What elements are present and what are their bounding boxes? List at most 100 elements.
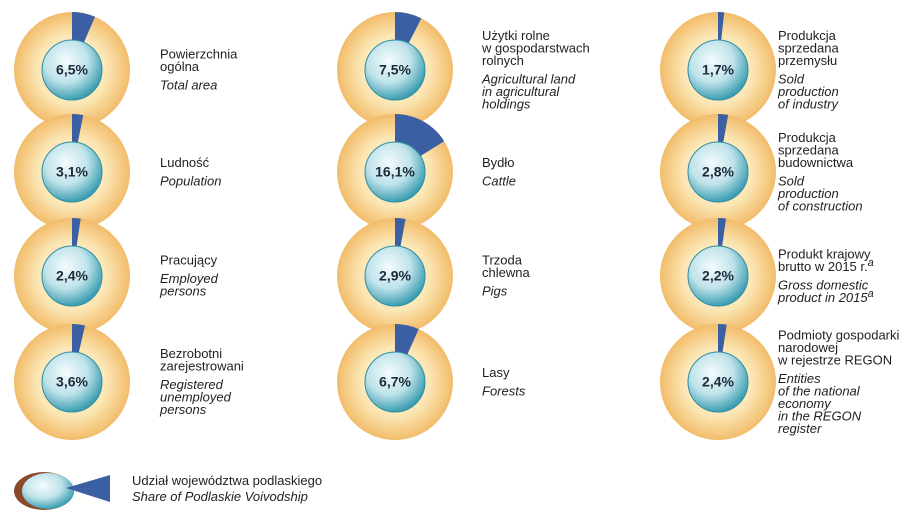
polish-label: w gospodarstwach — [481, 40, 590, 55]
value-label: 2,2% — [702, 268, 734, 284]
english-label: product in 2015a — [777, 288, 874, 305]
label-line: in agricultural — [482, 84, 560, 99]
label-line: Bezrobotni — [160, 346, 222, 361]
label-line: Forests — [482, 383, 526, 398]
label-line: product in 2015 — [777, 290, 868, 305]
pie-center — [364, 351, 426, 413]
footnote-mark: a — [868, 288, 874, 300]
value-label: 6,7% — [379, 374, 411, 390]
value-label: 2,4% — [56, 268, 88, 284]
pie-center — [41, 245, 103, 307]
label-line: Użytki rolne — [482, 28, 550, 43]
pie-center — [687, 39, 749, 101]
polish-label: narodowej — [778, 340, 838, 355]
label-line: Sold — [778, 71, 805, 86]
pie-center — [41, 351, 103, 413]
label-line: narodowej — [778, 340, 838, 355]
value-label: 1,7% — [702, 62, 734, 78]
english-label: Forests — [482, 383, 526, 398]
english-label: Gross domestic — [778, 277, 869, 292]
value-label: 16,1% — [375, 164, 415, 180]
label-line: w gospodarstwach — [481, 40, 590, 55]
english-label: Registered — [160, 377, 224, 392]
label-line: sprzedana — [778, 40, 839, 55]
polish-label: Produkcja — [778, 28, 837, 43]
label-line: of construction — [778, 198, 863, 213]
label-line: Trzoda — [482, 253, 523, 268]
english-label: Total area — [160, 78, 217, 93]
pie-chart: 6,7% Lasy Forests — [337, 324, 526, 440]
pie-center — [41, 141, 103, 203]
english-label: production — [777, 84, 839, 99]
pie-center — [364, 39, 426, 101]
english-label: persons — [159, 402, 207, 417]
pie-center — [687, 351, 749, 413]
pie-center — [687, 141, 749, 203]
english-label: holdings — [482, 96, 531, 111]
label-line: rolnych — [482, 53, 524, 68]
polish-label: budownictwa — [778, 155, 854, 170]
legend-icon — [22, 473, 74, 509]
label-line: Employed — [160, 271, 219, 286]
english-label: of industry — [778, 96, 839, 111]
label-line: Registered — [160, 377, 224, 392]
english-label: economy — [778, 396, 832, 411]
label-line: Produkcja — [778, 130, 837, 145]
label-line: register — [778, 421, 822, 436]
label-line: Population — [160, 173, 221, 188]
label-line: Gross domestic — [778, 277, 869, 292]
pie-center — [41, 39, 103, 101]
polish-label: Bezrobotni — [160, 346, 222, 361]
english-label: Cattle — [482, 173, 516, 188]
polish-label: chlewna — [482, 265, 530, 280]
footnote-mark: a — [868, 257, 874, 269]
legend-title: Udział województwa podlaskiego — [132, 473, 322, 488]
polish-label: Produkcja — [778, 130, 837, 145]
value-label: 2,4% — [702, 374, 734, 390]
english-label: production — [777, 186, 839, 201]
pie-center — [364, 245, 426, 307]
legend-icon-wedge — [66, 475, 110, 502]
label-line: Pigs — [482, 284, 508, 299]
label-line: unemployed — [160, 390, 232, 405]
pie-center — [364, 141, 426, 203]
pie-center — [687, 245, 749, 307]
label-line: economy — [778, 396, 832, 411]
label-line: of the national — [778, 383, 861, 398]
label-line: sprzedana — [778, 142, 839, 157]
polish-label: Lasy — [482, 365, 510, 380]
label-line: ogólna — [160, 59, 200, 74]
label-line: Total area — [160, 78, 217, 93]
value-label: 7,5% — [379, 62, 411, 78]
label-line: w rejestrze REGON — [777, 352, 892, 367]
polish-label: sprzedana — [778, 142, 839, 157]
label-line: Cattle — [482, 173, 516, 188]
value-label: 3,1% — [56, 164, 88, 180]
value-label: 3,6% — [56, 374, 88, 390]
pie-chart: 16,1% Bydło Cattle — [337, 114, 516, 230]
english-label: of construction — [778, 198, 863, 213]
english-label: in agricultural — [482, 84, 560, 99]
english-label: Sold — [778, 71, 805, 86]
polish-label: zarejestrowani — [160, 359, 244, 374]
label-line: Pracujący — [160, 253, 218, 268]
polish-label: przemysłu — [778, 53, 837, 68]
polish-label: sprzedana — [778, 40, 839, 55]
polish-label: w rejestrze REGON — [777, 352, 892, 367]
label-line: production — [777, 84, 839, 99]
label-line: Ludność — [160, 155, 210, 170]
label-line: Produkt krajowy — [778, 246, 871, 261]
polish-label: Użytki rolne — [482, 28, 550, 43]
label-line: Bydło — [482, 155, 515, 170]
label-line: production — [777, 186, 839, 201]
english-label: Entities — [778, 371, 821, 386]
english-label: Employed — [160, 271, 219, 286]
